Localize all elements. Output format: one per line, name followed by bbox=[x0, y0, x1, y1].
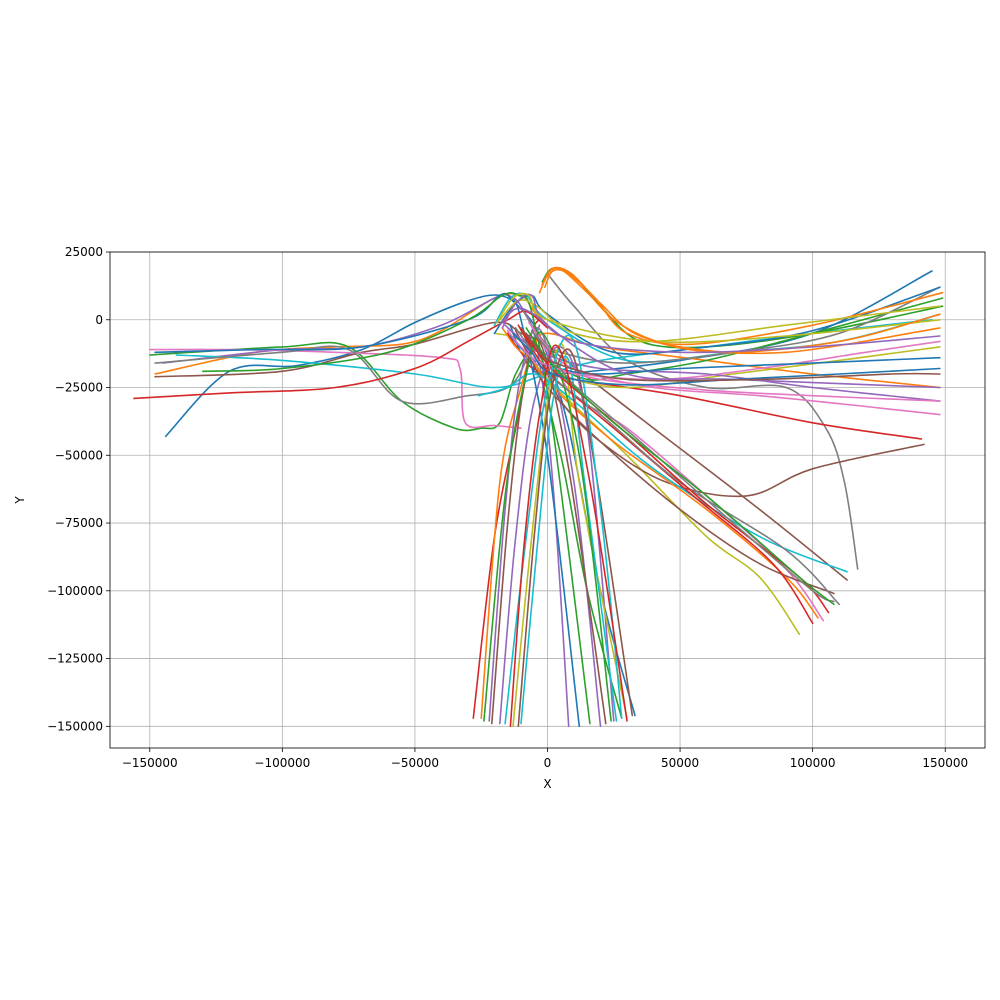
y-tick-label: −50000 bbox=[55, 448, 103, 462]
trajectory-line-54 bbox=[509, 344, 628, 728]
y-tick-label: 0 bbox=[95, 313, 103, 327]
y-tick-label: −75000 bbox=[55, 516, 103, 530]
trajectory-line-30 bbox=[477, 372, 848, 573]
trajectory-line-38 bbox=[514, 327, 840, 606]
trajectory-line-35 bbox=[504, 324, 941, 402]
trajectory-line-51 bbox=[512, 332, 941, 386]
y-tick-label: −125000 bbox=[47, 652, 103, 666]
y-tick-label: −100000 bbox=[47, 584, 103, 598]
trajectory-line-56 bbox=[520, 327, 941, 382]
trajectory-line-48 bbox=[530, 329, 835, 603]
trajectory-line-47 bbox=[506, 329, 941, 402]
x-tick-label: 50000 bbox=[661, 756, 699, 770]
trajectory-line-39 bbox=[499, 299, 941, 343]
y-tick-label: −150000 bbox=[47, 719, 103, 733]
x-tick-label: 0 bbox=[544, 756, 552, 770]
trajectory-line-53 bbox=[525, 327, 835, 606]
trajectory-line-34 bbox=[517, 324, 814, 625]
y-axis-label: Y bbox=[13, 496, 27, 505]
x-tick-label: 150000 bbox=[922, 756, 968, 770]
trajectory-line-49 bbox=[496, 292, 941, 344]
y-tick-label: −25000 bbox=[55, 381, 103, 395]
x-tick-label: 100000 bbox=[790, 756, 836, 770]
trajectory-line-24 bbox=[133, 310, 549, 400]
trajectory-line-33 bbox=[202, 292, 591, 725]
x-tick-label: −50000 bbox=[391, 756, 439, 770]
trajectory-line-8 bbox=[546, 272, 859, 570]
trajectory-line-5 bbox=[162, 293, 570, 728]
trajectory-line-28 bbox=[522, 286, 941, 364]
y-tick-label: 25000 bbox=[65, 245, 103, 259]
trajectory-line-21 bbox=[154, 292, 581, 728]
series-layer bbox=[133, 266, 944, 728]
trajectory-line-55 bbox=[499, 307, 941, 354]
trajectory-line-26 bbox=[514, 329, 835, 595]
x-axis-ticks: −150000 −100000 −50000 0 50000 100000 150000 bbox=[122, 748, 968, 770]
trajectory-line-3 bbox=[149, 341, 623, 719]
trajectory-line-12 bbox=[480, 332, 941, 719]
trajectory-line-43 bbox=[483, 331, 612, 722]
trajectory-line-32 bbox=[544, 268, 944, 346]
x-axis-label: X bbox=[543, 777, 551, 791]
trajectory-line-52 bbox=[541, 266, 941, 354]
trajectory-line-45 bbox=[501, 293, 941, 389]
trajectory-line-37 bbox=[528, 321, 941, 416]
trajectory-line-40 bbox=[520, 355, 618, 725]
x-tick-label: −150000 bbox=[122, 756, 178, 770]
y-axis-ticks: 25000 0 −25000 −50000 −75000 −100000 −125000 −1… bbox=[47, 245, 110, 733]
x-tick-label: −100000 bbox=[254, 756, 310, 770]
